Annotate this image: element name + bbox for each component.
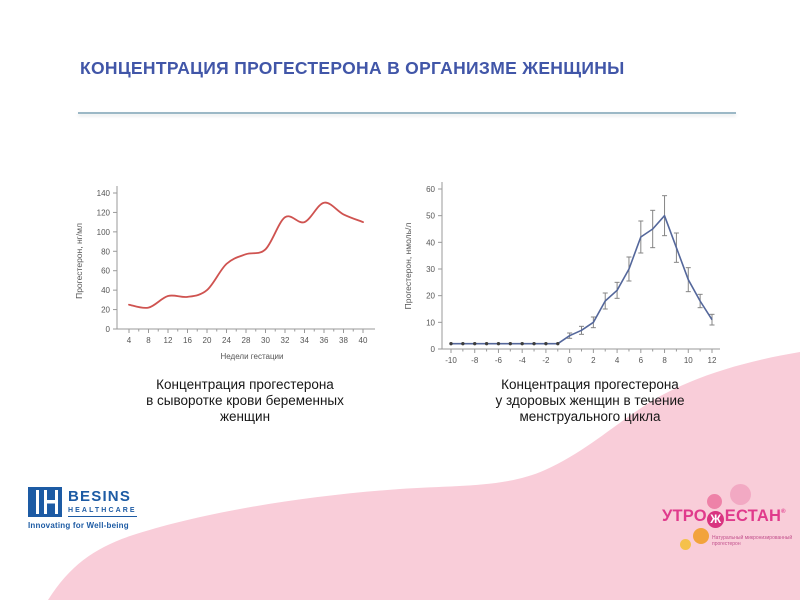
slide-title: КОНЦЕНТРАЦИЯ ПРОГЕСТЕРОНА В ОРГАНИЗМЕ ЖЕ… <box>80 58 625 78</box>
svg-text:4: 4 <box>615 356 620 365</box>
svg-text:-10: -10 <box>445 356 457 365</box>
besins-healthcare-logo: BESINS HEALTHCARE Innovating for Well-be… <box>28 487 137 530</box>
caption-line: Концентрация прогестерона <box>501 377 679 392</box>
svg-text:120: 120 <box>97 208 111 217</box>
svg-text:140: 140 <box>97 189 111 198</box>
title-divider <box>78 112 736 114</box>
utrogestan-brand-pre: УТРО <box>662 507 707 525</box>
utrogestan-tagline: Натуральный микронизированный прогестеро… <box>712 535 793 547</box>
svg-text:8: 8 <box>662 356 667 365</box>
svg-text:20: 20 <box>203 336 212 345</box>
caption-line: женщин <box>219 409 271 425</box>
svg-text:40: 40 <box>426 238 435 247</box>
utrogestan-circle-orange-icon <box>693 528 709 544</box>
svg-text:-2: -2 <box>542 356 550 365</box>
besins-logo-name: BESINS <box>68 488 132 505</box>
caption-line: менструального цикла <box>519 409 661 425</box>
svg-text:32: 32 <box>281 336 290 345</box>
svg-text:20: 20 <box>426 292 435 301</box>
svg-text:40: 40 <box>359 336 368 345</box>
caption-line: Концентрация прогестерона <box>156 377 334 392</box>
svg-text:36: 36 <box>320 336 329 345</box>
svg-text:100: 100 <box>97 228 111 237</box>
caption-line: у здоровых женщин в течение <box>495 393 685 409</box>
svg-text:16: 16 <box>183 336 192 345</box>
besins-logo-mark-icon <box>28 487 62 517</box>
utrogestan-circle-yellow-icon <box>680 539 691 550</box>
svg-text:34: 34 <box>300 336 309 345</box>
svg-text:0: 0 <box>106 325 111 334</box>
utrogestan-circle-pink-icon <box>707 494 722 509</box>
svg-text:38: 38 <box>339 336 348 345</box>
svg-text:12: 12 <box>164 336 173 345</box>
svg-text:20: 20 <box>101 306 110 315</box>
svg-text:4: 4 <box>127 336 132 345</box>
besins-logo-tagline: Innovating for Well-being <box>28 521 129 530</box>
svg-text:12: 12 <box>708 356 717 365</box>
utrogestan-zh-circle-icon: Ж <box>707 511 725 528</box>
besins-logo-division: HEALTHCARE <box>68 507 137 517</box>
utrogestan-brand-post: ЕСТАН <box>724 507 782 525</box>
svg-text:10: 10 <box>684 356 693 365</box>
registered-mark: ® <box>781 509 786 515</box>
right-chart-caption: Концентрация прогестерона у здоровых жен… <box>440 377 740 426</box>
svg-text:40: 40 <box>101 286 110 295</box>
svg-text:8: 8 <box>146 336 151 345</box>
svg-text:-4: -4 <box>519 356 527 365</box>
utrogestan-circle-light-pink-icon <box>730 484 751 505</box>
svg-text:10: 10 <box>426 318 435 327</box>
svg-text:80: 80 <box>101 247 110 256</box>
cycle-progesterone-chart: 0 10 20 30 40 50 60 -10 -8 -6 -4 -2 0 2 4 6 8 10 12 Прогест… <box>403 182 720 365</box>
svg-text:24: 24 <box>222 336 231 345</box>
svg-text:Недели гестации: Недели гестации <box>221 352 284 361</box>
svg-text:50: 50 <box>426 212 435 221</box>
svg-text:-8: -8 <box>471 356 479 365</box>
utrogestan-brand-text: УТРО Ж ЕСТАН® <box>662 507 786 528</box>
svg-text:60: 60 <box>426 185 435 194</box>
pregnancy-progesterone-chart: 0 20 40 60 80 100 120 140 4 8 12 16 20 24 28 30 32 34 36 38… <box>74 186 375 361</box>
svg-text:30: 30 <box>261 336 270 345</box>
utrogestan-logo: УТРО Ж ЕСТАН® Натуральный микронизированны… <box>652 483 800 555</box>
svg-text:2: 2 <box>591 356 596 365</box>
svg-text:-6: -6 <box>495 356 503 365</box>
svg-text:0: 0 <box>567 356 572 365</box>
left-chart-caption: Концентрация прогестерона в сыворотке кр… <box>95 377 395 426</box>
caption-line: в сыворотке крови беременных <box>146 393 344 409</box>
svg-text:0: 0 <box>431 345 436 354</box>
svg-text:28: 28 <box>242 336 251 345</box>
svg-text:30: 30 <box>426 265 435 274</box>
svg-text:Прогестерон, нмоль/л: Прогестерон, нмоль/л <box>403 223 413 310</box>
svg-text:6: 6 <box>639 356 644 365</box>
svg-text:Прогестерон, нг/мл: Прогестерон, нг/мл <box>74 223 84 299</box>
svg-text:60: 60 <box>101 267 110 276</box>
